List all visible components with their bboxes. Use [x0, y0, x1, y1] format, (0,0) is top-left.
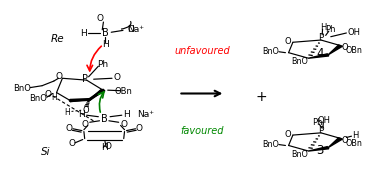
- Text: Re: Re: [51, 34, 64, 44]
- Text: favoured: favoured: [180, 126, 223, 136]
- Text: Na⁺: Na⁺: [137, 110, 154, 119]
- Polygon shape: [90, 90, 105, 99]
- Text: B: B: [102, 28, 109, 38]
- Text: BnO: BnO: [29, 94, 47, 103]
- Text: H: H: [102, 40, 109, 49]
- Text: OH: OH: [318, 116, 330, 125]
- Text: H: H: [123, 110, 130, 119]
- Text: BnO: BnO: [292, 57, 309, 66]
- Text: OBn: OBn: [115, 87, 132, 96]
- Text: B: B: [101, 114, 107, 124]
- Polygon shape: [328, 45, 343, 55]
- Text: H: H: [65, 108, 70, 117]
- Polygon shape: [70, 99, 90, 102]
- Text: H: H: [320, 23, 326, 32]
- Text: H: H: [352, 131, 359, 140]
- Text: P: P: [82, 74, 88, 84]
- Text: O: O: [105, 142, 112, 151]
- Text: O: O: [285, 130, 291, 139]
- Text: H: H: [101, 143, 107, 152]
- Text: BnO: BnO: [13, 84, 31, 93]
- Text: O: O: [127, 25, 134, 34]
- Text: P: P: [318, 33, 324, 42]
- Text: P: P: [318, 126, 324, 135]
- Text: 4: 4: [316, 47, 324, 60]
- Text: O: O: [136, 124, 143, 133]
- Text: unfavoured: unfavoured: [174, 46, 230, 56]
- Text: O: O: [44, 90, 51, 99]
- Text: BnO: BnO: [292, 150, 309, 159]
- Text: OH: OH: [348, 28, 361, 37]
- Text: Si: Si: [41, 147, 50, 157]
- Text: H: H: [51, 93, 57, 102]
- Text: O: O: [65, 124, 73, 133]
- Text: BnO: BnO: [262, 140, 279, 149]
- Text: 3: 3: [316, 144, 324, 157]
- Text: O: O: [120, 120, 127, 129]
- Text: Na⁺: Na⁺: [127, 25, 144, 34]
- Polygon shape: [328, 138, 343, 148]
- Text: H: H: [78, 110, 85, 119]
- Text: O: O: [342, 136, 348, 145]
- Text: OBn: OBn: [346, 46, 363, 55]
- Text: O: O: [83, 106, 89, 115]
- Text: Ph: Ph: [98, 60, 109, 69]
- Text: O: O: [81, 120, 88, 129]
- Text: BnO: BnO: [262, 47, 279, 56]
- Text: O: O: [114, 73, 121, 82]
- Text: Ph: Ph: [312, 118, 322, 127]
- Text: O: O: [97, 14, 104, 23]
- Text: Ph: Ph: [325, 25, 336, 34]
- Polygon shape: [309, 54, 329, 58]
- Text: H: H: [80, 29, 87, 38]
- Text: +: +: [256, 90, 267, 104]
- Text: O: O: [68, 139, 75, 148]
- Text: O: O: [55, 72, 62, 81]
- Text: O: O: [342, 43, 348, 52]
- Text: O: O: [285, 37, 291, 46]
- Polygon shape: [309, 147, 329, 151]
- Text: OBn: OBn: [346, 139, 363, 148]
